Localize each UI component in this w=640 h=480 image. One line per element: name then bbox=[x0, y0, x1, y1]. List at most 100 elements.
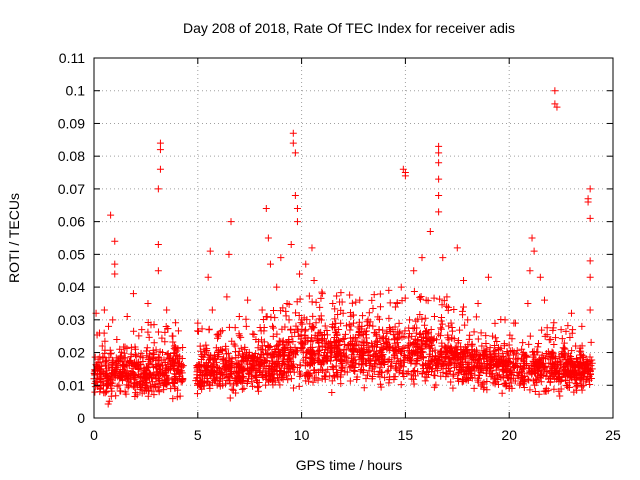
data-point bbox=[444, 334, 452, 342]
data-point bbox=[388, 362, 396, 370]
data-point bbox=[248, 355, 256, 363]
data-point bbox=[101, 337, 109, 345]
data-point bbox=[105, 354, 113, 362]
data-point bbox=[331, 305, 339, 313]
grid bbox=[94, 58, 613, 418]
data-point bbox=[212, 358, 220, 366]
x-tick-label: 20 bbox=[501, 427, 517, 443]
data-point bbox=[427, 336, 435, 344]
data-point bbox=[264, 234, 272, 242]
data-point bbox=[271, 314, 279, 322]
data-point bbox=[276, 381, 284, 389]
data-point bbox=[545, 359, 553, 367]
data-point bbox=[498, 389, 506, 397]
data-point bbox=[263, 357, 271, 365]
data-point bbox=[242, 322, 250, 330]
data-point bbox=[436, 352, 444, 360]
data-point bbox=[263, 375, 271, 383]
data-point bbox=[494, 381, 502, 389]
data-point bbox=[526, 332, 534, 340]
data-point bbox=[145, 360, 153, 368]
data-point bbox=[257, 327, 265, 335]
data-point bbox=[198, 325, 206, 333]
y-tick-label: 0.08 bbox=[58, 148, 85, 164]
data-point bbox=[140, 368, 148, 376]
data-point bbox=[92, 366, 100, 374]
data-point bbox=[312, 298, 320, 306]
data-point bbox=[243, 357, 251, 365]
data-point bbox=[303, 349, 311, 357]
data-point bbox=[504, 374, 512, 382]
data-point bbox=[536, 355, 544, 363]
data-point bbox=[364, 371, 372, 379]
data-point bbox=[437, 324, 445, 332]
data-point bbox=[499, 354, 507, 362]
data-point bbox=[401, 294, 409, 302]
data-point bbox=[316, 303, 324, 311]
data-point bbox=[309, 378, 317, 386]
data-point bbox=[439, 254, 447, 262]
data-point bbox=[346, 377, 354, 385]
data-point bbox=[483, 369, 491, 377]
data-point bbox=[240, 384, 248, 392]
data-point bbox=[450, 335, 458, 343]
data-point bbox=[438, 320, 446, 328]
data-point bbox=[203, 377, 211, 385]
data-point bbox=[210, 351, 218, 359]
data-point bbox=[197, 351, 205, 359]
data-point bbox=[314, 329, 322, 337]
data-point bbox=[532, 375, 540, 383]
data-point bbox=[256, 355, 264, 363]
data-point bbox=[292, 347, 300, 355]
y-tick-label: 0.03 bbox=[58, 312, 85, 328]
data-point bbox=[573, 372, 581, 380]
data-point bbox=[491, 319, 499, 327]
data-point bbox=[195, 381, 203, 389]
data-point bbox=[321, 322, 329, 330]
data-point bbox=[567, 357, 575, 365]
data-point bbox=[551, 87, 559, 95]
data-point bbox=[309, 312, 317, 320]
data-point bbox=[565, 370, 573, 378]
data-point bbox=[272, 367, 280, 375]
data-point bbox=[440, 297, 448, 305]
data-point bbox=[293, 218, 301, 226]
data-point bbox=[323, 326, 331, 334]
data-point bbox=[313, 335, 321, 343]
data-point bbox=[458, 377, 466, 385]
data-point bbox=[407, 371, 415, 379]
data-point bbox=[107, 392, 115, 400]
data-point bbox=[276, 371, 284, 379]
data-point bbox=[212, 373, 220, 381]
data-point bbox=[385, 314, 393, 322]
data-point bbox=[437, 317, 445, 325]
data-point bbox=[110, 371, 118, 379]
data-point bbox=[336, 373, 344, 381]
data-point bbox=[328, 377, 336, 385]
data-point bbox=[301, 338, 309, 346]
data-point bbox=[145, 363, 153, 371]
data-point bbox=[503, 348, 511, 356]
data-point bbox=[152, 383, 160, 391]
data-point bbox=[138, 326, 146, 334]
data-point bbox=[326, 372, 334, 380]
data-point bbox=[200, 361, 208, 369]
data-point bbox=[237, 377, 245, 385]
data-point bbox=[273, 366, 281, 374]
data-point bbox=[352, 298, 360, 306]
data-point bbox=[536, 273, 544, 281]
data-point bbox=[538, 370, 546, 378]
data-point bbox=[369, 322, 377, 330]
data-point bbox=[149, 378, 157, 386]
data-point bbox=[208, 306, 216, 314]
data-point bbox=[132, 345, 140, 353]
data-point bbox=[130, 327, 138, 335]
data-point bbox=[115, 371, 123, 379]
data-point bbox=[437, 363, 445, 371]
data-point bbox=[561, 363, 569, 371]
data-point bbox=[586, 214, 594, 222]
data-point bbox=[268, 371, 276, 379]
data-point bbox=[559, 344, 567, 352]
data-point bbox=[205, 359, 213, 367]
data-point bbox=[164, 360, 172, 368]
